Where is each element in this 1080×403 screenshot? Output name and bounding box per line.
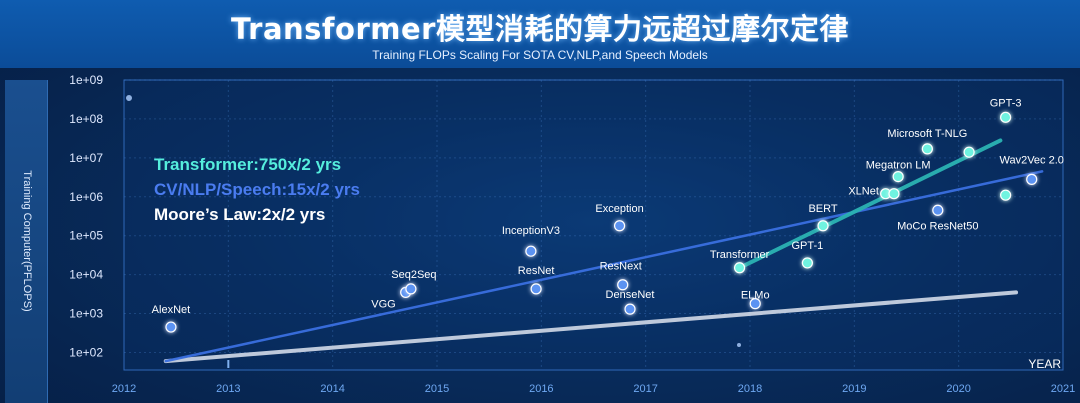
data-point <box>1000 189 1012 201</box>
data-label: BERT <box>808 203 837 215</box>
trend-line <box>163 290 1019 364</box>
chart-subtitle: Training FLOPs Scaling For SOTA CV,NLP,a… <box>372 48 708 62</box>
y-tick-label: 1e+05 <box>69 229 103 243</box>
y-tick-label: 1e+09 <box>69 73 103 87</box>
data-point <box>405 283 417 295</box>
y-tick-label: 1e+07 <box>69 151 103 165</box>
data-label: AlexNet <box>152 304 191 316</box>
data-point <box>613 220 626 232</box>
x-tick-label: 2017 <box>633 383 657 395</box>
x-tick-label: 2016 <box>529 383 553 395</box>
data-point <box>921 143 933 155</box>
trend-line <box>737 138 1003 270</box>
data-label: ResNet <box>518 265 555 277</box>
data-point <box>888 188 900 200</box>
x-tick-label: 2018 <box>738 383 762 395</box>
trend-line <box>164 170 1044 363</box>
data-label: Megatron LM <box>866 160 931 172</box>
plot-area <box>123 79 1064 371</box>
x-tick-label: 2014 <box>320 383 344 395</box>
data-label: GPT-3 <box>990 97 1022 109</box>
data-label: ELMo <box>741 290 770 302</box>
data-label: GPT-1 <box>791 240 823 252</box>
x-tick-label: 2020 <box>946 383 970 395</box>
data-label: Wav2Vec 2.0 <box>999 154 1063 166</box>
y-axis-label-bar <box>5 80 48 403</box>
data-point <box>817 220 829 232</box>
y-tick-label: 1e+08 <box>69 112 103 126</box>
x-axis-title: YEAR <box>1028 357 1061 371</box>
data-point <box>892 170 904 183</box>
chart-title: Transformer模型消耗的算力远超过摩尔定律 <box>231 12 849 46</box>
legend-entry: CV/NLP/Speech:15x/2 yrs <box>154 180 360 199</box>
x-tick-label: 2013 <box>216 383 240 395</box>
x-tick-label: 2012 <box>112 383 136 395</box>
data-point <box>617 279 629 291</box>
data-label: ResNext <box>600 261 642 273</box>
y-tick-label: 1e+06 <box>69 190 103 204</box>
data-label: MoCo ResNet50 <box>897 220 978 232</box>
data-label: VGG <box>371 298 395 310</box>
data-label: InceptionV3 <box>502 225 560 237</box>
legend-entry: Moore’s Law:2x/2 yrs <box>154 205 325 224</box>
data-point <box>1026 173 1038 185</box>
legend-entry: Transformer:750x/2 yrs <box>154 155 341 174</box>
data-point <box>530 283 542 295</box>
y-tick-label: 1e+04 <box>69 268 103 282</box>
data-point <box>749 298 761 310</box>
data-point <box>624 303 636 315</box>
data-label: XLNet <box>848 186 879 198</box>
data-point <box>525 245 537 257</box>
data-point <box>733 262 746 274</box>
data-label: Exception <box>595 203 643 215</box>
data-label: Seq2Seq <box>391 269 436 281</box>
x-tick-label: 2015 <box>425 383 449 395</box>
decor-dot <box>126 95 132 101</box>
decor-dot <box>737 343 741 347</box>
data-point <box>165 321 177 333</box>
data-label: DenseNet <box>606 289 655 301</box>
y-tick-label: 1e+03 <box>69 307 103 321</box>
title-banner: Transformer模型消耗的算力远超过摩尔定律 Training FLOPs… <box>0 0 1080 68</box>
data-point <box>801 257 813 269</box>
data-label: Transformer <box>710 249 770 261</box>
data-label: Microsoft T-NLG <box>887 128 967 140</box>
data-point <box>963 146 975 158</box>
y-tick-label: 1e+02 <box>69 345 103 359</box>
data-point <box>1000 111 1012 123</box>
x-tick-label: 2021 <box>1051 383 1075 395</box>
x-tick-label: 2019 <box>842 383 866 395</box>
data-point <box>932 204 944 216</box>
